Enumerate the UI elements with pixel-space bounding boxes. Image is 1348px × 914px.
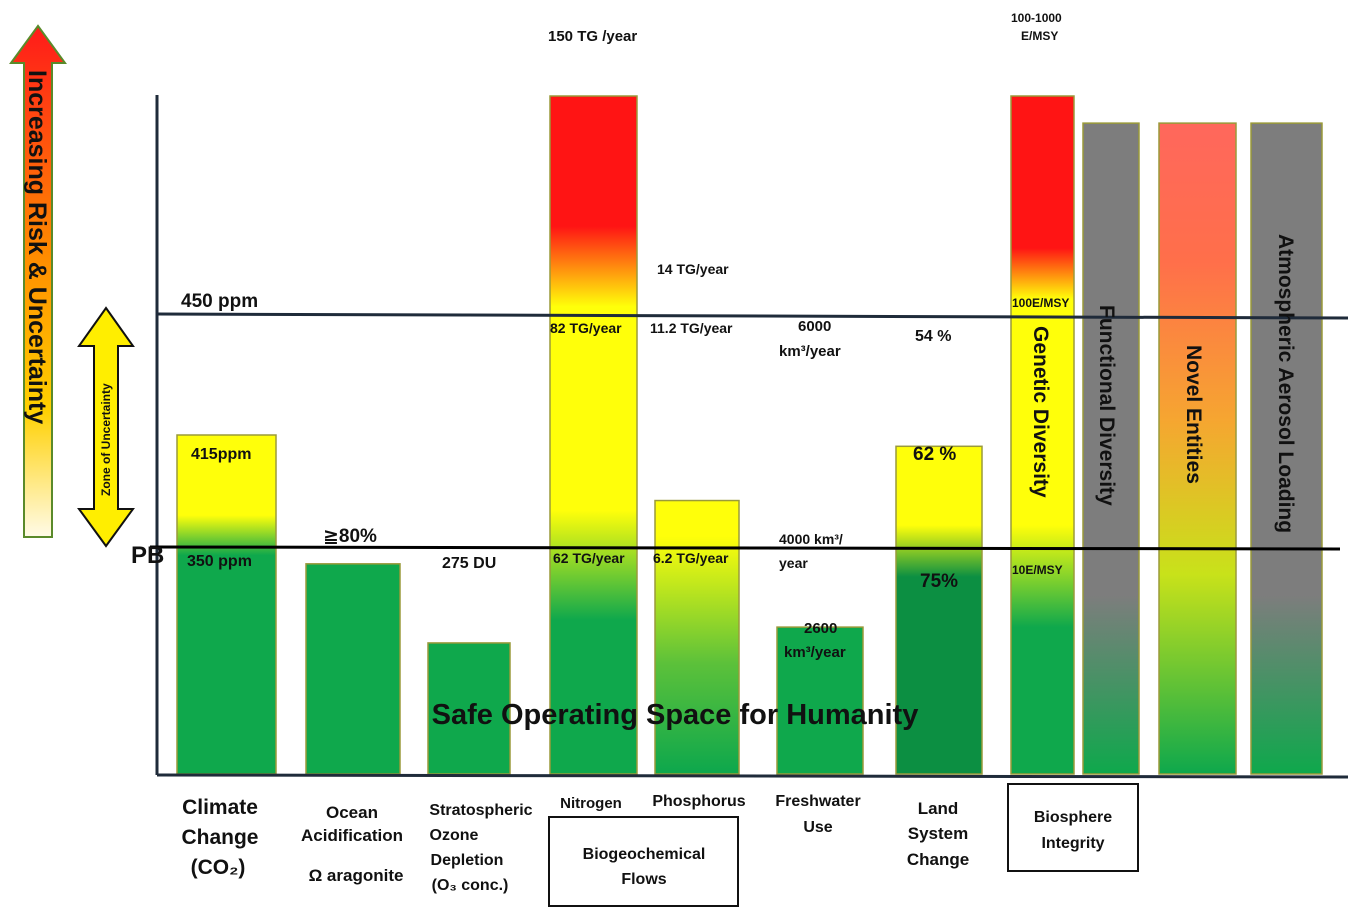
value-label: km³/year [784, 644, 846, 661]
risk-arrow-label: Increasing Risk & Uncertainty [23, 70, 51, 424]
category-label: Stratospheric [429, 802, 532, 819]
vertical-bar-label: Genetic Diversity [1029, 326, 1052, 498]
value-label: 415ppm [191, 446, 251, 463]
category-label: Phosphorus [652, 793, 745, 810]
category-label: Freshwater [775, 793, 860, 810]
pb-label: PB [131, 542, 164, 569]
value-label: ≧80% [323, 526, 377, 547]
category-labels: Climate Change (CO₂) Ocean Acidification… [181, 793, 969, 894]
category-label: Ozone [430, 827, 479, 844]
biogeochemical-flows-box [548, 816, 739, 907]
bar-ocean-acidification-aragonite [305, 563, 401, 775]
group-label: Biosphere [1034, 809, 1112, 826]
value-label: 82 TG/year [550, 320, 622, 336]
threshold-450-label: 450 ppm [181, 291, 258, 312]
value-label: 2600 [804, 620, 837, 637]
bar-genetic-diversity [1010, 95, 1075, 775]
value-label: 150 TG /year [548, 28, 637, 45]
value-label: 350 ppm [187, 553, 252, 570]
value-label: 100E/MSY [1012, 296, 1069, 310]
biosphere-integrity-box [1007, 783, 1139, 872]
group-label: Integrity [1041, 835, 1104, 852]
planetary-boundary-line [149, 545, 1341, 551]
category-label: Ocean [326, 803, 378, 822]
value-label: 10E/MSY [1012, 563, 1063, 577]
zone-of-uncertainty-arrow [77, 306, 135, 548]
bar-functional-diversity [1082, 122, 1140, 775]
value-label: 100-1000 [1011, 11, 1062, 25]
vertical-bar-label: Functional Diversity [1095, 305, 1118, 506]
bar-freshwater-use [776, 626, 864, 775]
category-label: Use [803, 819, 832, 836]
value-label: E/MSY [1021, 29, 1058, 43]
value-label: km³/year [779, 343, 841, 360]
value-label: 6.2 TG/year [653, 550, 729, 566]
value-label: 14 TG/year [657, 261, 729, 277]
vertical-bar-label: Atmospheric Aerosol Loading [1274, 234, 1297, 533]
category-label: Climate [182, 796, 258, 819]
bar-novel-entities [1158, 122, 1237, 775]
value-labels: 415ppm 350 ppm ≧80% 275 DU 150 TG /year … [187, 11, 1069, 661]
value-label: 75% [920, 571, 958, 592]
risk-arrow [9, 24, 67, 538]
category-label: Land [918, 799, 959, 818]
category-label: System [908, 824, 968, 843]
group-label: Biogeochemical [583, 846, 706, 863]
bar-stratospheric-ozone-depletion-o3-conc [427, 642, 511, 775]
x-axis [156, 773, 1348, 779]
value-label: 62 TG/year [553, 550, 625, 566]
vertical-bar-label: Novel Entities [1182, 345, 1205, 484]
unknown-marker: ?? [1274, 89, 1301, 116]
bar-land-system-change [895, 445, 983, 775]
category-label: Change [181, 826, 258, 849]
value-label: 54 % [915, 328, 951, 345]
group-label: Flows [621, 871, 666, 888]
bar-atmospheric-aerosol-loading [1250, 122, 1323, 775]
unknown-marker: ?? [1099, 89, 1126, 116]
safe-operating-space-label: Safe Operating Space for Humanity [432, 699, 919, 731]
category-label: Ω aragonite [309, 866, 404, 885]
value-label: 62 % [913, 444, 956, 465]
upper-uncertainty-line [156, 312, 1348, 320]
bar-phosphorus [654, 499, 740, 775]
category-label: (O₃ conc.) [432, 877, 509, 894]
value-label: 4000 km³/ [779, 531, 843, 547]
value-label: 275 DU [442, 555, 496, 572]
bars-layer [176, 95, 1323, 775]
value-label: 6000 [798, 318, 831, 335]
category-label: Acidification [301, 826, 403, 845]
zone-of-uncertainty-label: Zone of Uncertainty [99, 383, 113, 496]
unknown-marker: ?? [1187, 89, 1214, 116]
category-label: Change [907, 850, 969, 869]
category-label: (CO₂) [191, 856, 246, 879]
category-label: Depletion [431, 852, 504, 869]
value-label: year [779, 555, 808, 571]
bar-nitrogen [549, 95, 638, 775]
value-label: 11.2 TG/year [650, 320, 733, 336]
bar-climate-change-co2 [176, 434, 277, 775]
category-label: Nitrogen [560, 795, 622, 812]
